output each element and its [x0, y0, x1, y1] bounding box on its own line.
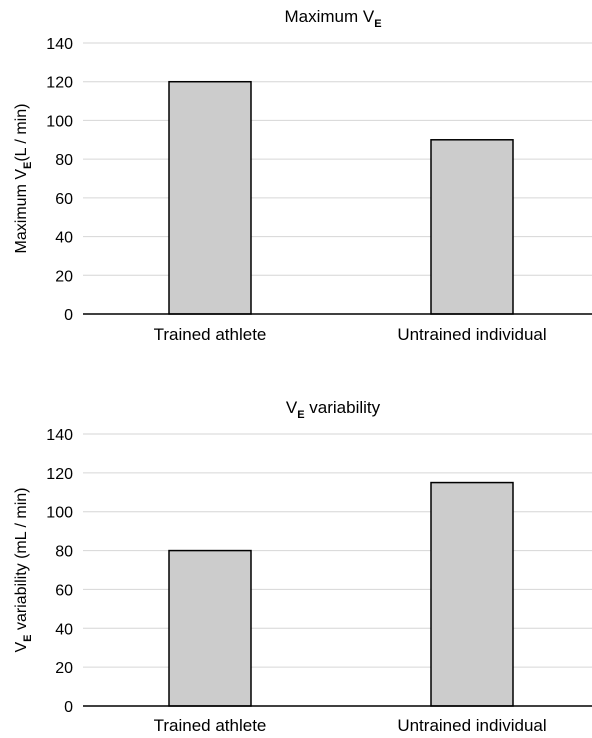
x-category-label: Untrained individual [397, 716, 546, 735]
y-tick-label: 40 [55, 230, 73, 247]
y-tick-label: 120 [46, 75, 73, 92]
x-category-label: Trained athlete [154, 716, 267, 735]
chart-panel-2: 0 20 40 60 80 100 120 140 Trained athlete Untrain… [13, 398, 592, 735]
y-axis-label: Maximum VE(L / min) [13, 104, 34, 254]
y-tick-label: 80 [55, 544, 73, 561]
chart-title: VE variability [286, 398, 381, 421]
y-tick-label: 0 [64, 307, 73, 324]
x-category-label: Untrained individual [397, 325, 546, 344]
x-category-label: Trained athlete [154, 325, 267, 344]
y-tick-label: 60 [55, 582, 73, 599]
y-tick-label: 120 [46, 466, 73, 483]
y-axis-label: VE variability (mL / min) [13, 488, 34, 653]
bar-untrained-individual [430, 481, 514, 707]
y-tick-label: 100 [46, 113, 73, 130]
bar-trained-athlete [168, 80, 252, 315]
y-tick-label: 140 [46, 427, 73, 444]
chart-panel-1: 0 20 40 60 80 100 120 140 Trained athlete Untrain… [13, 7, 592, 344]
y-tick-label: 0 [64, 699, 73, 716]
bar-untrained-individual [430, 139, 514, 315]
y-tick-label: 60 [55, 191, 73, 208]
y-tick-label: 100 [46, 505, 73, 522]
chart-title: Maximum VE [284, 7, 381, 30]
y-tick-label: 40 [55, 621, 73, 638]
y-tick-label: 80 [55, 152, 73, 169]
y-tick-label: 20 [55, 660, 73, 677]
bar-trained-athlete [168, 549, 252, 707]
y-tick-label: 140 [46, 36, 73, 53]
y-tick-label: 20 [55, 268, 73, 285]
